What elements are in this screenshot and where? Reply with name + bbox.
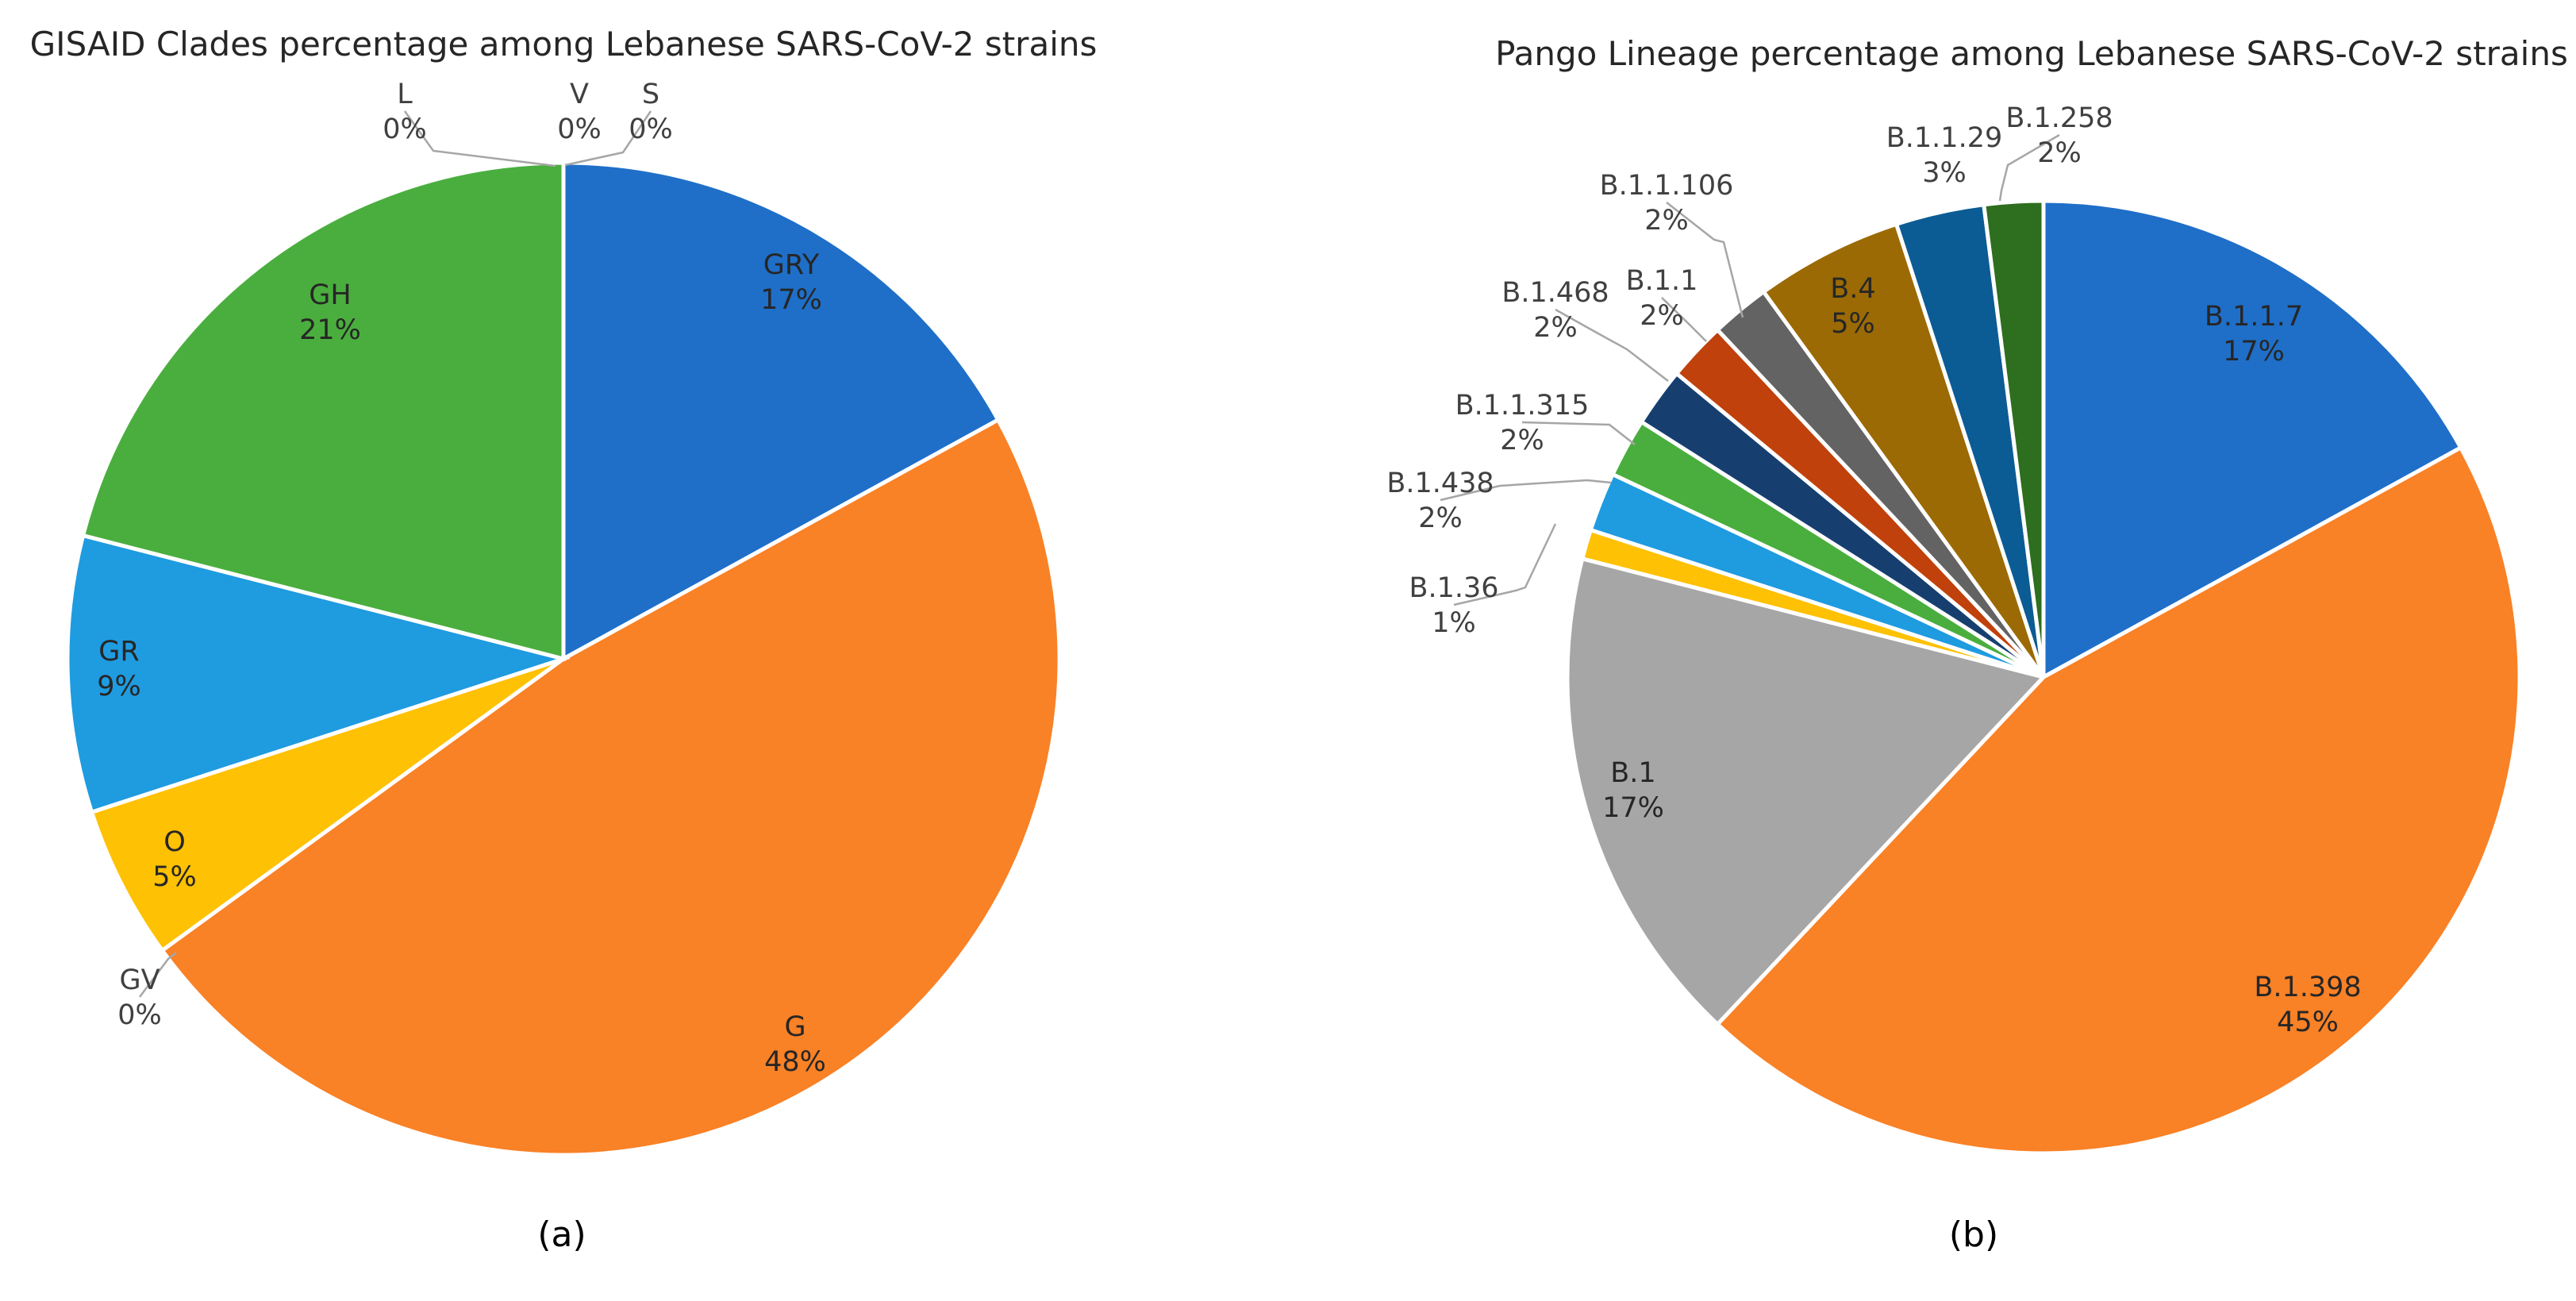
pie-b-label-b-1-398: B.1.398 45% bbox=[2254, 972, 2361, 1038]
pie-b-slice-b-1-398 bbox=[1714, 445, 2522, 1156]
panel-b-lineage-pie: Pango Lineage percentage among Lebanese … bbox=[1386, 34, 2568, 1255]
pie-b-labels: B.1.1.7 17% B.1.398 45% B.1 17% B.1.36 1% B.1.43… bbox=[1386, 102, 2361, 1038]
pie-a-slice-gr bbox=[65, 533, 571, 815]
pie-b-label-b-1-36: B.1.36 1% bbox=[1409, 572, 1498, 639]
pie-b-leader-b-1-1-106 bbox=[1666, 202, 1744, 318]
pie-a-label-gv: GV 0% bbox=[117, 964, 162, 1031]
pie-b-label-b-1: B.1 17% bbox=[1602, 757, 1664, 824]
pie-a-slice-g bbox=[159, 417, 1062, 1157]
pie-b-label-b-4: B.4 5% bbox=[1830, 273, 1875, 340]
pie-a-slice-o bbox=[89, 656, 565, 953]
pie-a-slice-gry bbox=[561, 160, 1002, 663]
pie-b-label-b-1-1: B.1.1 2% bbox=[1626, 265, 1698, 332]
pie-a-label-o: O 5% bbox=[152, 826, 197, 893]
pie-a-label-s: S 0% bbox=[629, 79, 673, 145]
pie-b-slices bbox=[1565, 198, 2522, 1156]
pie-b-label-b-1-1-7: B.1.1.7 17% bbox=[2205, 301, 2303, 368]
pie-b-slice-b-1 bbox=[1565, 556, 2047, 1027]
panel-a-clades-pie: GISAID Clades percentage among Lebanese … bbox=[30, 25, 1098, 1255]
pie-b-label-b-1-1-106: B.1.1.106 2% bbox=[1600, 170, 1734, 237]
pie-b-leader-b-1-1-315 bbox=[1521, 421, 1636, 445]
chart-b-title: Pango Lineage percentage among Lebanese … bbox=[1495, 34, 2568, 73]
pie-a-leader-l bbox=[403, 110, 556, 167]
pie-a-label-l: L 0% bbox=[383, 79, 427, 145]
pie-b-leader-b-1-36 bbox=[1453, 523, 1557, 606]
pie-a-label-gr: GR 9% bbox=[97, 636, 141, 702]
pie-a-label-v: V 0% bbox=[557, 79, 602, 145]
pie-a-leader-lines bbox=[139, 110, 652, 998]
pie-a-label-gh: GH 21% bbox=[299, 279, 361, 346]
pie-a-slice-gh bbox=[80, 160, 566, 662]
pie-b-leader-b-1-468 bbox=[1555, 308, 1669, 382]
pie-b-leader-b-1-1 bbox=[1661, 297, 1707, 342]
pie-b-leader-b-1-258 bbox=[1998, 133, 2060, 202]
chart-a-title: GISAID Clades percentage among Lebanese … bbox=[30, 25, 1098, 64]
panel-b-caption: (b) bbox=[1949, 1214, 1998, 1255]
pie-a-leader-s bbox=[564, 110, 652, 167]
pie-a-leader-gv bbox=[139, 952, 177, 998]
pie-b-label-b-1-1-29: B.1.1.29 3% bbox=[1886, 122, 2002, 189]
pie-b-slice-b-4 bbox=[1760, 221, 2046, 679]
pie-a-label-g: G 48% bbox=[764, 1011, 826, 1078]
pie-b-leader-b-1-438 bbox=[1440, 479, 1612, 502]
pie-a-slices bbox=[65, 160, 1062, 1157]
pie-b-slice-b-1-1-7 bbox=[2041, 198, 2464, 681]
pie-b-slice-b-1-258 bbox=[1982, 198, 2046, 678]
pie-b-leader-lines bbox=[1440, 133, 2060, 606]
pie-b-label-b-1-468: B.1.468 2% bbox=[1501, 277, 1609, 344]
pie-a-labels: GRY 17% G 48% GV 0% O 5% GR 9% GH 21% L 0% V 0% S 0% bbox=[97, 79, 826, 1078]
panel-a-caption: (a) bbox=[537, 1214, 586, 1255]
pie-b-label-b-1-438: B.1.438 2% bbox=[1386, 468, 1494, 534]
pie-b-label-b-1-258: B.1.258 2% bbox=[2005, 102, 2113, 169]
pie-b-label-b-1-1-315: B.1.1.315 2% bbox=[1455, 390, 1590, 456]
pie-a-label-gry: GRY 17% bbox=[760, 249, 822, 316]
